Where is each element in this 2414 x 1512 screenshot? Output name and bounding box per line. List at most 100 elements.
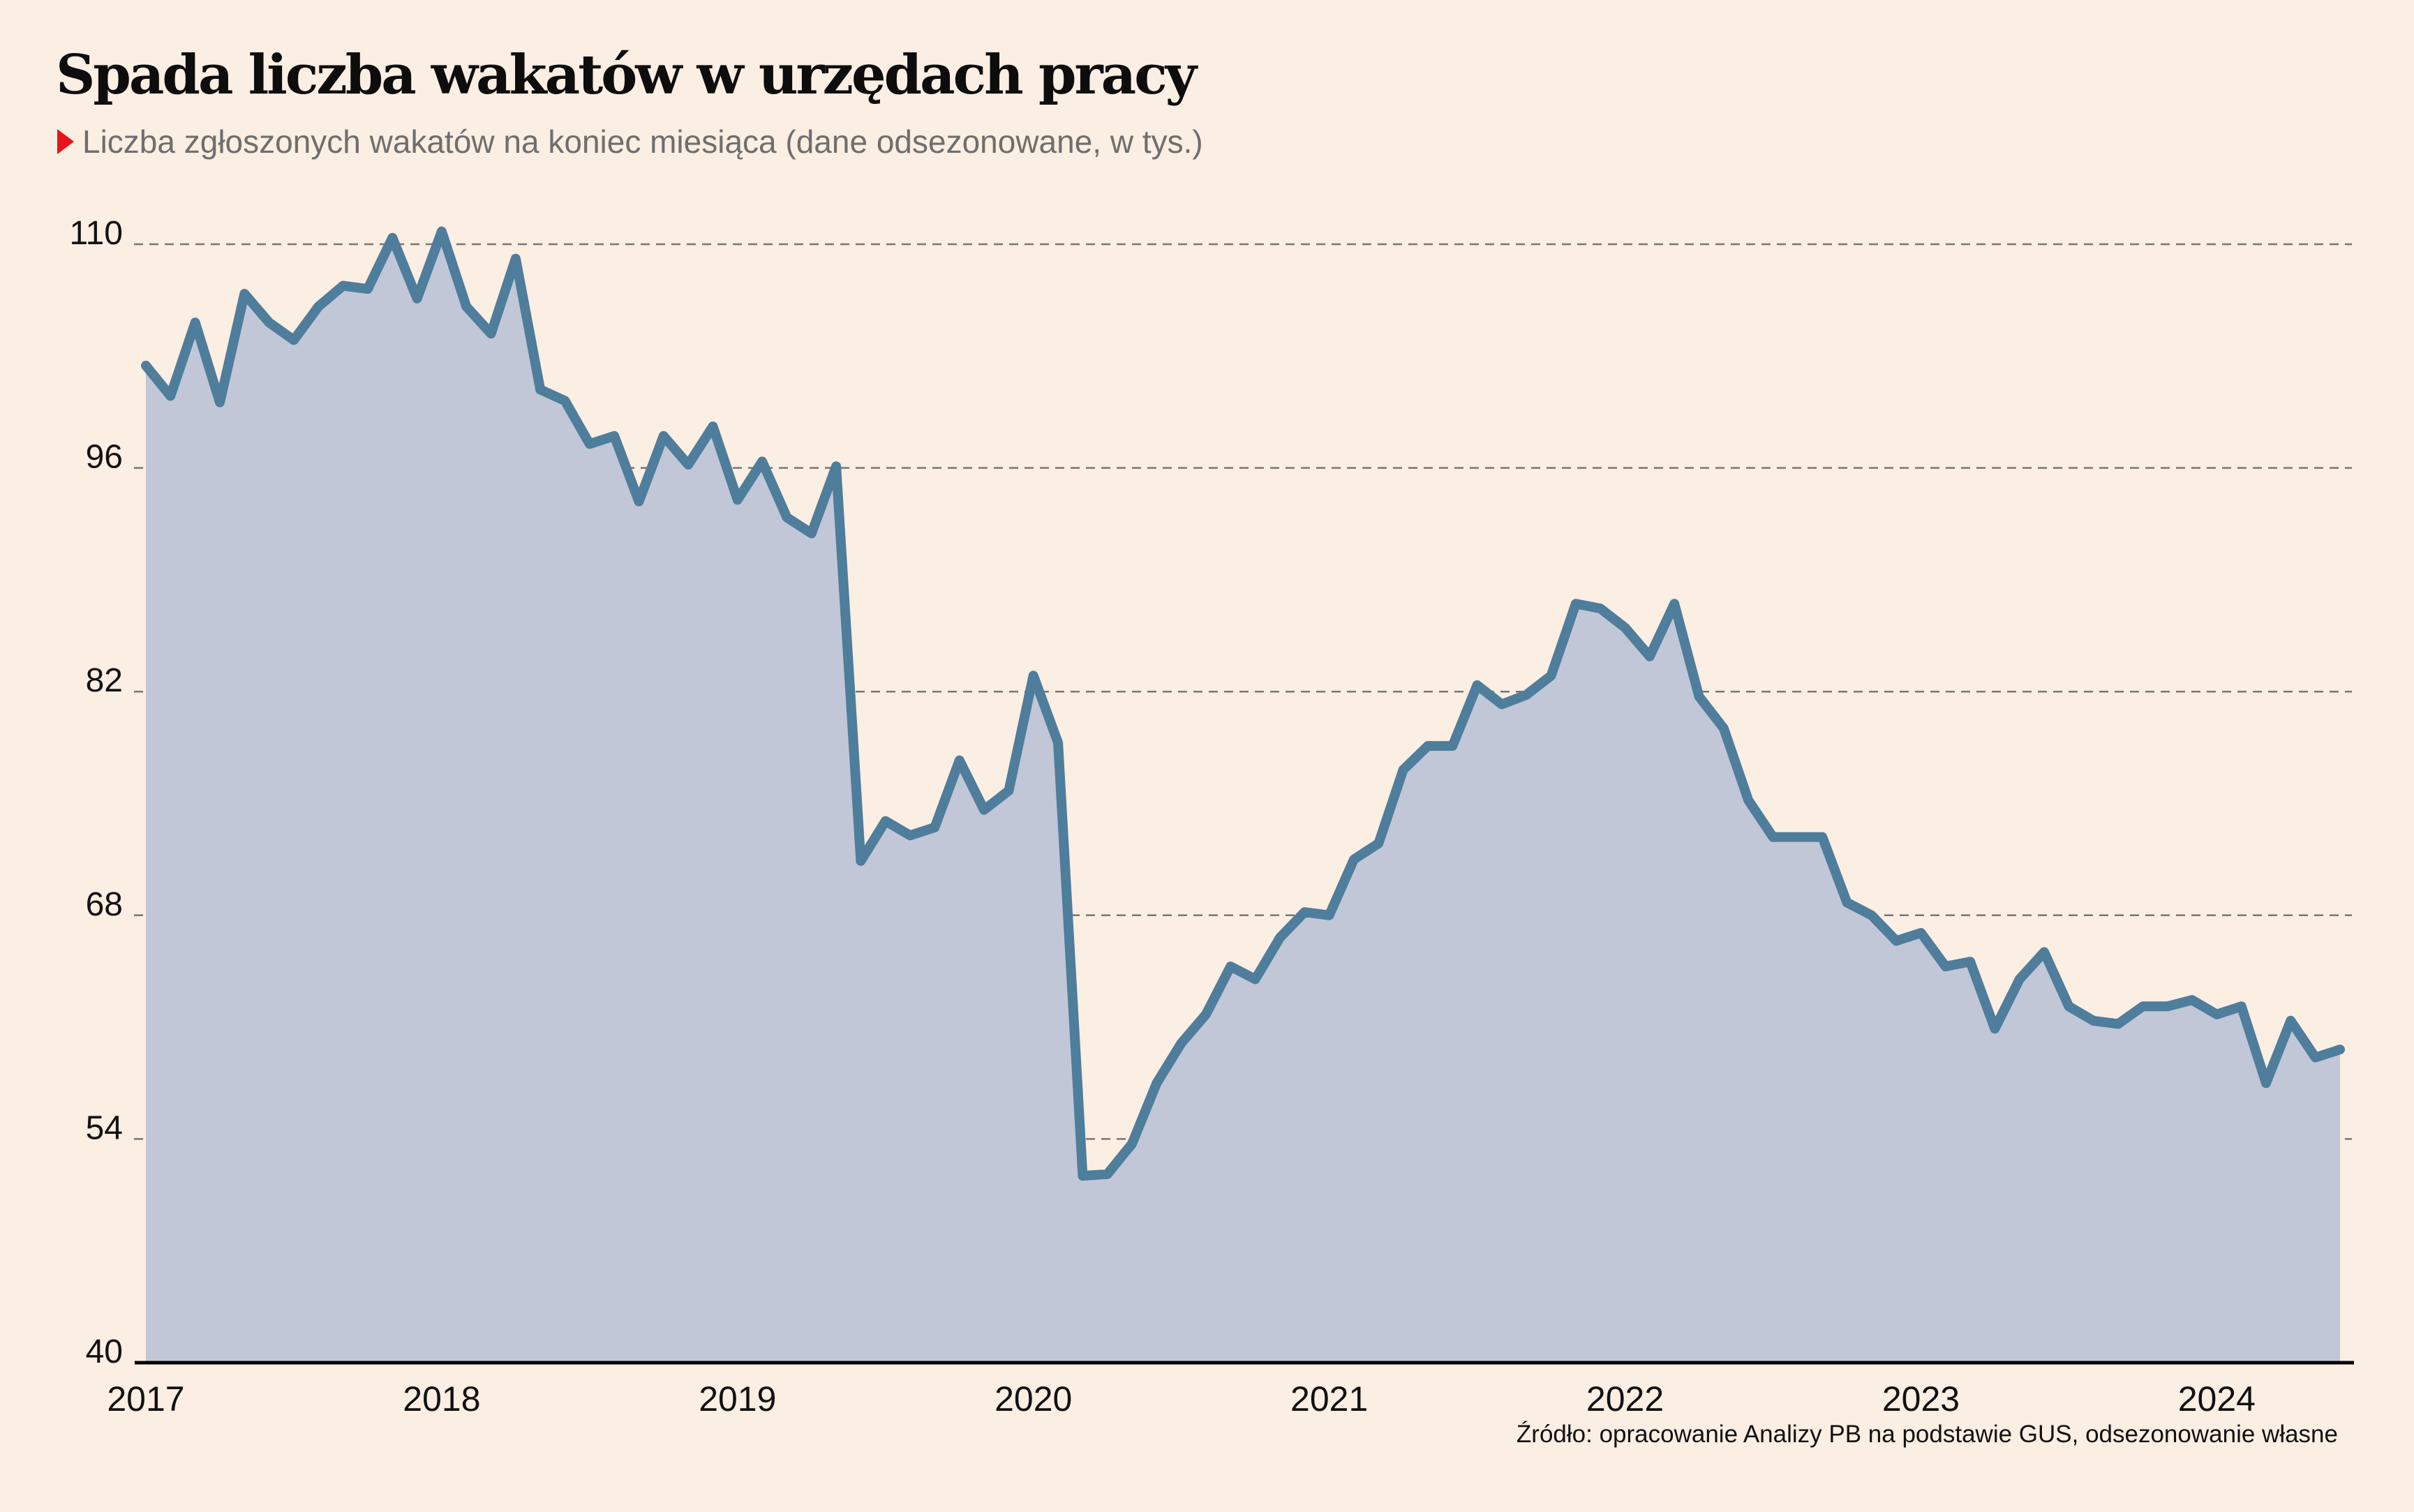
chart-subtitle: Liczba zgłoszonych wakatów na koniec mie…: [57, 123, 1203, 160]
data-point: [1965, 957, 1975, 966]
data-point: [165, 391, 175, 401]
data-point: [1447, 741, 1457, 751]
subtitle-text: Liczba zgłoszonych wakatów na koniec mie…: [82, 123, 1203, 160]
data-point: [1521, 690, 1531, 700]
data-point: [1127, 1139, 1137, 1148]
data-point: [2039, 948, 2049, 957]
data-point: [215, 398, 225, 407]
data-point: [881, 816, 891, 826]
data-point: [1719, 724, 1729, 733]
data-point: [1029, 671, 1038, 680]
data-point: [2089, 1016, 2099, 1026]
data-point: [2163, 1001, 2173, 1011]
data-point: [437, 227, 447, 237]
data-point: [1251, 974, 1260, 984]
data-point: [1299, 907, 1309, 917]
data-point: [1177, 1038, 1186, 1048]
data-point: [955, 756, 964, 765]
data-point: [1595, 604, 1605, 613]
y-tick-label: 96: [86, 439, 123, 476]
data-point: [1941, 961, 1951, 971]
data-point: [387, 233, 397, 243]
data-point: [363, 284, 373, 294]
series-line: [141, 226, 2345, 1181]
data-point: [831, 461, 841, 471]
x-tick-label: 2019: [699, 1379, 776, 1419]
data-point: [1916, 928, 1926, 938]
data-point: [856, 856, 865, 866]
data-point: [2286, 1016, 2295, 1026]
data-point: [1793, 832, 1803, 842]
data-point: [1891, 936, 1901, 945]
data-point: [930, 823, 939, 832]
data-point: [289, 335, 299, 345]
data-point: [511, 254, 521, 264]
data-point: [1201, 1010, 1211, 1019]
data-point: [1620, 623, 1630, 633]
source-note: Źródło: opracowanie Analizy PB na podsta…: [1516, 1421, 2338, 1448]
data-point: [1078, 1171, 1087, 1181]
data-point: [1275, 933, 1285, 943]
data-point: [1497, 700, 1507, 710]
data-point: [1571, 599, 1581, 608]
y-axis-labels: 40 54 68 82 96 110: [69, 215, 123, 1370]
y-tick-label: 54: [86, 1109, 123, 1146]
data-point: [659, 431, 669, 441]
data-point: [1004, 786, 1013, 795]
x-tick-label: 2018: [403, 1379, 480, 1419]
x-axis-labels: 2017 2018 2019 2020 2021 2022 2023 2024: [107, 1379, 2256, 1419]
data-point: [1325, 911, 1334, 920]
y-tick-label: 82: [86, 662, 123, 699]
x-tick-label: 2017: [107, 1379, 184, 1419]
data-point: [1842, 898, 1852, 908]
data-point: [1225, 961, 1235, 971]
data-point: [1399, 765, 1408, 774]
data-point: [2187, 995, 2197, 1005]
area-fill: [146, 231, 2340, 1363]
data-point: [585, 439, 595, 449]
data-point: [2311, 1053, 2320, 1063]
data-point: [1817, 832, 1827, 842]
data-point: [2138, 1001, 2147, 1011]
data-point: [2212, 1010, 2221, 1019]
data-point: [2015, 974, 2025, 984]
data-point: [1990, 1024, 1999, 1033]
data-point: [1373, 839, 1383, 848]
data-point: [683, 460, 693, 470]
data-point: [1423, 741, 1433, 751]
data-point: [1152, 1078, 1161, 1088]
y-tick-label: 68: [86, 886, 123, 923]
data-point: [338, 281, 348, 291]
data-point: [2335, 1045, 2345, 1054]
x-tick-label: 2023: [1882, 1379, 1960, 1419]
data-point: [1103, 1169, 1112, 1179]
data-point: [1743, 795, 1753, 805]
data-point: [1053, 738, 1063, 748]
data-point: [265, 317, 274, 327]
data-point: [979, 805, 989, 815]
data-point: [1768, 832, 1778, 842]
data-point: [2064, 1001, 2073, 1011]
x-tick-label: 2022: [1586, 1379, 1664, 1419]
data-point: [191, 317, 200, 327]
chart-title: Spada liczba wakatów w urzędach pracy: [56, 43, 1197, 107]
data-point: [239, 289, 249, 299]
data-point: [560, 396, 570, 405]
data-point: [782, 513, 792, 523]
triangle-bullet-icon: [57, 129, 74, 154]
data-point: [486, 329, 496, 338]
data-point: [807, 529, 817, 539]
data-point: [461, 301, 471, 311]
x-tick-label: 2021: [1290, 1379, 1368, 1419]
data-point: [141, 361, 151, 370]
data-point: [708, 421, 718, 431]
y-tick-label: 40: [86, 1333, 123, 1370]
data-point: [733, 495, 743, 504]
data-point: [1473, 680, 1482, 690]
data-point: [905, 830, 915, 840]
y-tick-label: 110: [69, 215, 123, 252]
data-point: [609, 431, 619, 441]
x-tick-label: 2020: [994, 1379, 1072, 1419]
data-point: [1645, 652, 1655, 661]
